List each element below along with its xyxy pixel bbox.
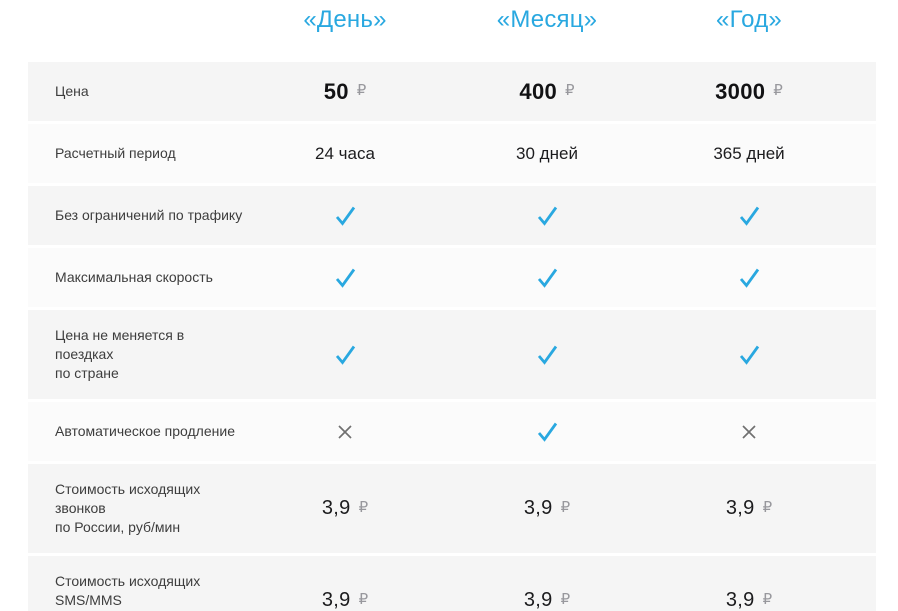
price-amount: 3,9 xyxy=(321,589,351,611)
value-cell-r0-c1: 400 ₽ xyxy=(446,79,648,105)
value-cell-r6-c0: 3,9 ₽ xyxy=(244,497,446,520)
check-icon xyxy=(534,203,560,229)
column-header-month: «Месяц» xyxy=(496,6,598,33)
row-label: Без ограничений по трафику xyxy=(55,207,243,223)
ruble-sign: ₽ xyxy=(356,81,367,99)
value-cell-r3-c1 xyxy=(446,265,648,291)
ruble-sign: ₽ xyxy=(773,81,783,99)
value-cell-r6-c2: 3,9 ₽ xyxy=(648,497,850,520)
cross-icon xyxy=(736,419,762,445)
ruble-sign: ₽ xyxy=(762,590,773,608)
table-row: Автоматическое продление xyxy=(28,402,876,461)
row-label: Стоимость исходящих звонков по России, р… xyxy=(55,481,201,535)
check-icon xyxy=(332,265,358,291)
value-cell-r5-c2 xyxy=(648,419,850,445)
ruble-sign: ₽ xyxy=(560,498,571,516)
check-icon xyxy=(736,203,762,229)
value-cell-r1-c2: 365 дней xyxy=(648,144,850,164)
table-row: Стоимость исходящих SMS/MMS по России, р… xyxy=(28,556,876,611)
table-row: Максимальная скорость xyxy=(28,248,876,307)
cross-icon xyxy=(332,419,358,445)
value-cell-r7-c1: 3,9 ₽ xyxy=(446,589,648,611)
tariff-comparison-table: «День» «Месяц» «Год» Цена 50 ₽400 ₽3000 ₽ Р… xyxy=(28,0,876,611)
price-amount: 50 xyxy=(323,78,349,104)
table-row: Цена 50 ₽400 ₽3000 ₽ xyxy=(28,62,876,121)
check-icon xyxy=(534,342,560,368)
ruble-sign: ₽ xyxy=(358,590,369,608)
value-cell-r3-c0 xyxy=(244,265,446,291)
table-body: Цена 50 ₽400 ₽3000 ₽ Расчетный период 24 ча… xyxy=(28,62,876,611)
column-header-day: «День» xyxy=(303,6,387,33)
row-label: Максимальная скорость xyxy=(55,269,213,285)
value-cell-r7-c2: 3,9 ₽ xyxy=(648,589,850,611)
check-icon xyxy=(332,203,358,229)
row-label: Цена xyxy=(55,83,89,99)
row-label: Цена не меняется в поездках по стране xyxy=(55,327,185,381)
price-amount: 3,9 xyxy=(725,497,755,519)
value-cell-r0-c0: 50 ₽ xyxy=(244,79,446,105)
row-label: Расчетный период xyxy=(55,145,176,161)
price-amount: 3000 xyxy=(715,78,766,104)
check-icon xyxy=(534,265,560,291)
check-icon xyxy=(736,265,762,291)
ruble-sign: ₽ xyxy=(762,498,773,516)
table-header-row: «День» «Месяц» «Год» xyxy=(28,0,876,62)
ruble-sign: ₽ xyxy=(358,498,369,516)
price-amount: 3,9 xyxy=(725,589,755,611)
value-cell-r4-c0 xyxy=(244,342,446,368)
check-icon xyxy=(332,342,358,368)
value-cell-r0-c2: 3000 ₽ xyxy=(648,79,850,105)
value-text: 24 часа xyxy=(315,143,375,163)
price-amount: 3,9 xyxy=(523,589,553,611)
row-label: Стоимость исходящих SMS/MMS по России, р… xyxy=(55,573,201,608)
value-cell-r4-c2 xyxy=(648,342,850,368)
price-amount: 400 xyxy=(519,78,558,104)
table-row: Цена не меняется в поездках по стране xyxy=(28,310,876,399)
value-text: 30 дней xyxy=(516,143,578,163)
table-row: Стоимость исходящих звонков по России, р… xyxy=(28,464,876,553)
table-row: Без ограничений по трафику xyxy=(28,186,876,245)
table-row: Расчетный период 24 часа 30 дней 365 дней xyxy=(28,124,876,183)
ruble-sign: ₽ xyxy=(560,590,571,608)
value-cell-r2-c1 xyxy=(446,203,648,229)
price-amount: 3,9 xyxy=(523,497,553,519)
check-icon xyxy=(534,419,560,445)
value-cell-r2-c0 xyxy=(244,203,446,229)
ruble-sign: ₽ xyxy=(565,81,575,99)
value-cell-r2-c2 xyxy=(648,203,850,229)
column-header-year: «Год» xyxy=(716,6,782,33)
value-cell-r6-c1: 3,9 ₽ xyxy=(446,497,648,520)
price-amount: 3,9 xyxy=(321,497,351,519)
value-cell-r3-c2 xyxy=(648,265,850,291)
value-text: 365 дней xyxy=(713,143,785,163)
value-cell-r5-c0 xyxy=(244,419,446,445)
value-cell-r4-c1 xyxy=(446,342,648,368)
check-icon xyxy=(736,342,762,368)
value-cell-r1-c0: 24 часа xyxy=(244,144,446,164)
row-label: Автоматическое продление xyxy=(55,423,235,439)
value-cell-r7-c0: 3,9 ₽ xyxy=(244,589,446,611)
value-cell-r5-c1 xyxy=(446,419,648,445)
value-cell-r1-c1: 30 дней xyxy=(446,144,648,164)
